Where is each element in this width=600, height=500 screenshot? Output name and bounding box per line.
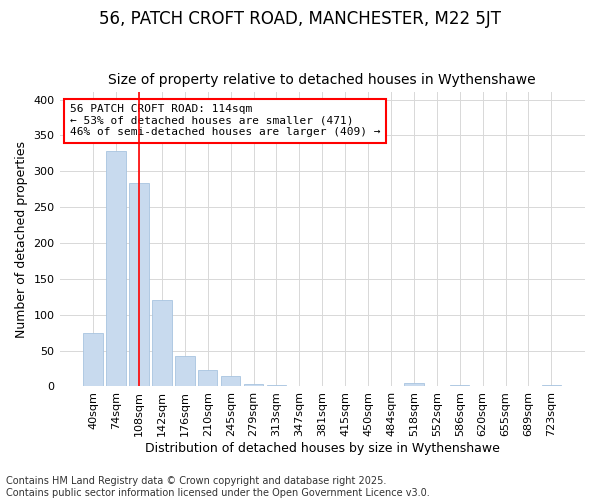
Bar xyxy=(542,385,561,386)
Bar xyxy=(221,376,241,386)
Bar xyxy=(267,385,286,386)
Bar xyxy=(198,370,217,386)
Text: 56 PATCH CROFT ROAD: 114sqm
← 53% of detached houses are smaller (471)
46% of se: 56 PATCH CROFT ROAD: 114sqm ← 53% of det… xyxy=(70,104,380,138)
Text: 56, PATCH CROFT ROAD, MANCHESTER, M22 5JT: 56, PATCH CROFT ROAD, MANCHESTER, M22 5J… xyxy=(99,10,501,28)
Bar xyxy=(450,385,469,386)
Bar xyxy=(83,332,103,386)
Bar xyxy=(152,300,172,386)
X-axis label: Distribution of detached houses by size in Wythenshawe: Distribution of detached houses by size … xyxy=(145,442,500,455)
Title: Size of property relative to detached houses in Wythenshawe: Size of property relative to detached ho… xyxy=(109,73,536,87)
Bar xyxy=(244,384,263,386)
Bar xyxy=(106,151,126,386)
Bar xyxy=(404,383,424,386)
Bar xyxy=(129,184,149,386)
Bar xyxy=(175,356,194,386)
Y-axis label: Number of detached properties: Number of detached properties xyxy=(15,141,28,338)
Text: Contains HM Land Registry data © Crown copyright and database right 2025.
Contai: Contains HM Land Registry data © Crown c… xyxy=(6,476,430,498)
